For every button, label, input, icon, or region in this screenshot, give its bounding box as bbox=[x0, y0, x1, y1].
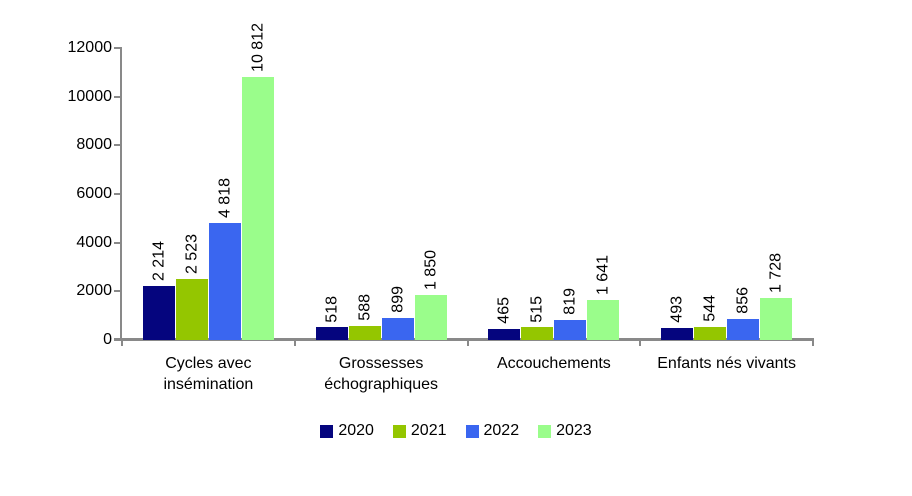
bar bbox=[521, 327, 554, 340]
x-category-label-text: Cycles avec insémination bbox=[163, 355, 254, 393]
x-category-label-text: Accouchements bbox=[496, 355, 611, 372]
y-tick-label: 6000 bbox=[76, 185, 112, 202]
bar bbox=[488, 328, 521, 340]
bar bbox=[694, 326, 727, 340]
bar-value-label: 4 818 bbox=[216, 177, 234, 218]
bar bbox=[587, 300, 620, 340]
y-tick-label: 10000 bbox=[67, 87, 113, 105]
legend-item: 2023 bbox=[538, 422, 592, 440]
x-category-label: Grossesses échographiques bbox=[295, 353, 468, 395]
bar-value-label: 518 bbox=[323, 295, 341, 323]
bar bbox=[208, 222, 241, 340]
legend-label: 2022 bbox=[483, 422, 520, 439]
x-category-label: Cycles avec insémination bbox=[122, 353, 295, 395]
x-tick-mark bbox=[639, 338, 642, 346]
bar bbox=[348, 325, 381, 340]
bar-value-label: 493 bbox=[668, 296, 686, 324]
legend-item: 2022 bbox=[465, 422, 520, 440]
y-tick-label: 8000 bbox=[76, 136, 112, 154]
legend-swatch bbox=[465, 424, 479, 438]
bar bbox=[414, 294, 447, 340]
bar-value-label: 2 523 bbox=[183, 233, 201, 274]
bar-value-label: 10 812 bbox=[249, 22, 267, 72]
bar-value-label: 588 bbox=[356, 294, 374, 321]
x-tick-mark bbox=[293, 338, 296, 346]
bar-value-label: 899 bbox=[389, 286, 407, 314]
y-tick-label: 4000 bbox=[76, 233, 112, 251]
x-category-label: Enfants nés vivants bbox=[640, 353, 813, 374]
bar bbox=[381, 318, 414, 340]
y-tick-label: 12000 bbox=[67, 39, 113, 56]
x-tick-mark bbox=[121, 338, 123, 346]
y-tick-mark bbox=[114, 339, 122, 341]
bar-value-label: 515 bbox=[528, 295, 546, 323]
x-category-label-text: Grossesses échographiques bbox=[324, 355, 439, 393]
y-tick-mark bbox=[114, 290, 122, 293]
bar-value-label: 1 728 bbox=[767, 252, 785, 293]
bar-value-label: 819 bbox=[561, 288, 579, 316]
bar-value-label: 2 214 bbox=[150, 241, 168, 282]
bar bbox=[554, 320, 587, 340]
y-tick-mark bbox=[114, 193, 122, 195]
x-axis-line bbox=[114, 338, 814, 341]
y-tick-mark bbox=[114, 95, 122, 98]
legend-swatch bbox=[392, 424, 406, 438]
legend-item: 2020 bbox=[320, 422, 374, 440]
bar bbox=[175, 278, 208, 340]
bar-value-label: 856 bbox=[734, 287, 752, 315]
legend-label: 2023 bbox=[556, 422, 592, 439]
y-tick-label: 2000 bbox=[76, 282, 112, 300]
x-category-label: Accouchements bbox=[468, 353, 641, 374]
y-tick-label: 0 bbox=[103, 331, 112, 348]
legend-item: 2021 bbox=[392, 422, 447, 440]
bar bbox=[661, 328, 694, 340]
legend-swatch bbox=[320, 424, 334, 438]
legend-label: 2020 bbox=[338, 422, 374, 439]
legend-swatch bbox=[538, 424, 552, 438]
bar-value-label: 1 641 bbox=[594, 255, 612, 296]
bar bbox=[315, 327, 348, 340]
bar bbox=[760, 297, 793, 340]
y-tick-mark bbox=[114, 144, 122, 147]
bar-value-label: 1 850 bbox=[422, 249, 440, 290]
bar-value-label: 544 bbox=[701, 295, 719, 322]
bar bbox=[241, 76, 274, 340]
x-category-label-text: Enfants nés vivants bbox=[657, 355, 796, 372]
bar bbox=[727, 319, 760, 340]
legend-label: 2021 bbox=[410, 422, 447, 439]
y-tick-mark bbox=[114, 241, 122, 244]
legend: 2020 2021 2022 2023 bbox=[0, 422, 912, 440]
x-tick-mark bbox=[466, 338, 469, 346]
x-tick-mark bbox=[812, 338, 814, 346]
bar-value-label: 465 bbox=[495, 296, 513, 324]
bar bbox=[142, 286, 175, 340]
plot-area: 2 214 2 523 4 818 10 812 518 588 899 1 850 465 51… bbox=[122, 23, 813, 340]
y-tick-mark bbox=[114, 47, 122, 49]
